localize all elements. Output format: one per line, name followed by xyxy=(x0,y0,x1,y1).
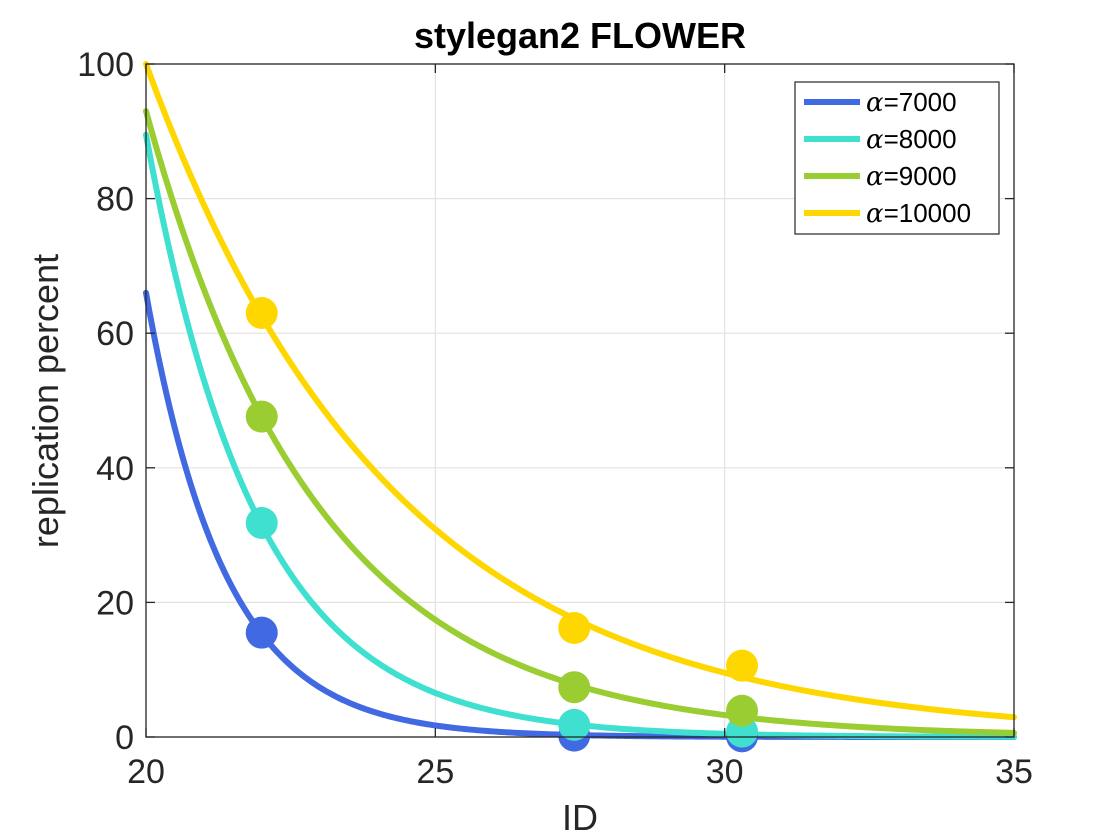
data-point xyxy=(726,694,759,727)
legend-label: α=8000 xyxy=(866,124,957,155)
y-tick-label: 60 xyxy=(96,315,134,353)
data-point xyxy=(245,616,278,649)
y-tick-label: 20 xyxy=(96,584,134,622)
chart-title: stylegan2 FLOWER xyxy=(414,15,746,56)
x-tick-label: 25 xyxy=(416,753,454,791)
legend-label: α=7000 xyxy=(866,87,957,118)
x-tick-label: 30 xyxy=(706,753,744,791)
data-point xyxy=(245,400,278,433)
data-point xyxy=(558,671,591,704)
legend-label: α=9000 xyxy=(866,161,957,192)
x-axis-title: ID xyxy=(562,797,598,838)
legend: α=7000 α=8000 α=9000 α=10000 xyxy=(794,81,1000,235)
data-point xyxy=(245,297,278,330)
y-axis-title: replication percent xyxy=(25,254,66,548)
data-point xyxy=(558,708,591,741)
axes xyxy=(145,63,1015,738)
legend-box xyxy=(794,81,1000,235)
y-tick-label: 40 xyxy=(96,450,134,488)
series-markers xyxy=(245,297,759,753)
series-line xyxy=(143,289,1017,740)
data-point xyxy=(558,611,591,644)
x-tick-label: 35 xyxy=(995,753,1033,791)
x-tick-label: 20 xyxy=(127,753,165,791)
data-point xyxy=(245,506,278,539)
y-tick-label: 80 xyxy=(96,181,134,219)
data-point xyxy=(726,649,759,682)
legend-label: α=10000 xyxy=(866,198,971,229)
y-tick-label: 100 xyxy=(77,46,134,84)
y-tick-label: 0 xyxy=(115,719,134,757)
plot-frame xyxy=(145,63,1015,738)
